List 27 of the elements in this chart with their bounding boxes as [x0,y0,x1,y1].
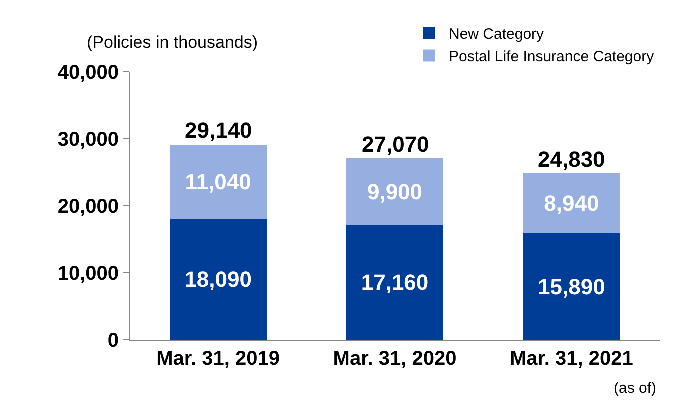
data-label: 8,940 [544,191,600,216]
legend-label: Postal Life Insurance Category [449,48,655,66]
bar [523,174,620,234]
bar [346,225,444,340]
annotation: 24,830 [538,147,606,172]
data-label: 17,160 [361,270,429,296]
y-tick-label: 30,000 [58,129,119,151]
x-tick-label: Mar. 31, 2020 [333,348,457,370]
bar [170,218,267,340]
annotation: 27,070 [362,132,430,157]
legend-label: New Category [449,26,545,44]
annotation: 29,140 [185,118,252,143]
bar [170,144,267,219]
y-tick-label: 10,000 [58,263,119,285]
data-label: 15,890 [538,274,606,300]
bar [346,158,444,226]
bar [523,234,620,340]
text: (as of) [614,380,657,397]
x-tick-label: Mar. 31, 2021 [510,348,634,370]
y-tick-label: 20,000 [58,196,119,218]
data-label: 18,090 [184,266,252,292]
data-label: 11,040 [185,169,252,194]
y-axis-title: (Policies in thousands) [87,33,258,52]
y-tick-label: 0 [108,330,119,352]
x-tick-label: Mar. 31, 2019 [156,348,280,370]
y-tick-label: 40,000 [58,62,119,84]
data-label: 9,900 [367,179,423,204]
